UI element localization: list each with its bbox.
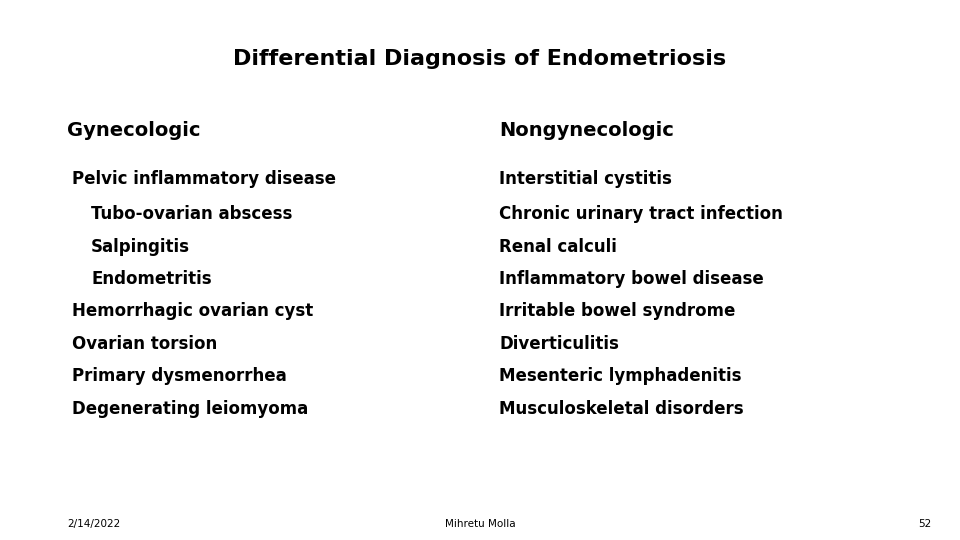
Text: Mihretu Molla: Mihretu Molla: [444, 519, 516, 529]
Text: Musculoskeletal disorders: Musculoskeletal disorders: [499, 400, 744, 417]
Text: Interstitial cystitis: Interstitial cystitis: [499, 170, 672, 188]
Text: Renal calculi: Renal calculi: [499, 238, 617, 255]
Text: Inflammatory bowel disease: Inflammatory bowel disease: [499, 270, 764, 288]
Text: Ovarian torsion: Ovarian torsion: [72, 335, 217, 353]
Text: Mesenteric lymphadenitis: Mesenteric lymphadenitis: [499, 367, 742, 385]
Text: Gynecologic: Gynecologic: [67, 122, 201, 140]
Text: Nongynecologic: Nongynecologic: [499, 122, 674, 140]
Text: Salpingitis: Salpingitis: [91, 238, 190, 255]
Text: 52: 52: [918, 519, 931, 529]
Text: 2/14/2022: 2/14/2022: [67, 519, 120, 529]
Text: Chronic urinary tract infection: Chronic urinary tract infection: [499, 205, 783, 223]
Text: Pelvic inflammatory disease: Pelvic inflammatory disease: [72, 170, 336, 188]
Text: Tubo-ovarian abscess: Tubo-ovarian abscess: [91, 205, 293, 223]
Text: Degenerating leiomyoma: Degenerating leiomyoma: [72, 400, 308, 417]
Text: Diverticulitis: Diverticulitis: [499, 335, 619, 353]
Text: Hemorrhagic ovarian cyst: Hemorrhagic ovarian cyst: [72, 302, 313, 320]
Text: Primary dysmenorrhea: Primary dysmenorrhea: [72, 367, 287, 385]
Text: Irritable bowel syndrome: Irritable bowel syndrome: [499, 302, 735, 320]
Text: Endometritis: Endometritis: [91, 270, 212, 288]
Text: Differential Diagnosis of Endometriosis: Differential Diagnosis of Endometriosis: [233, 49, 727, 69]
